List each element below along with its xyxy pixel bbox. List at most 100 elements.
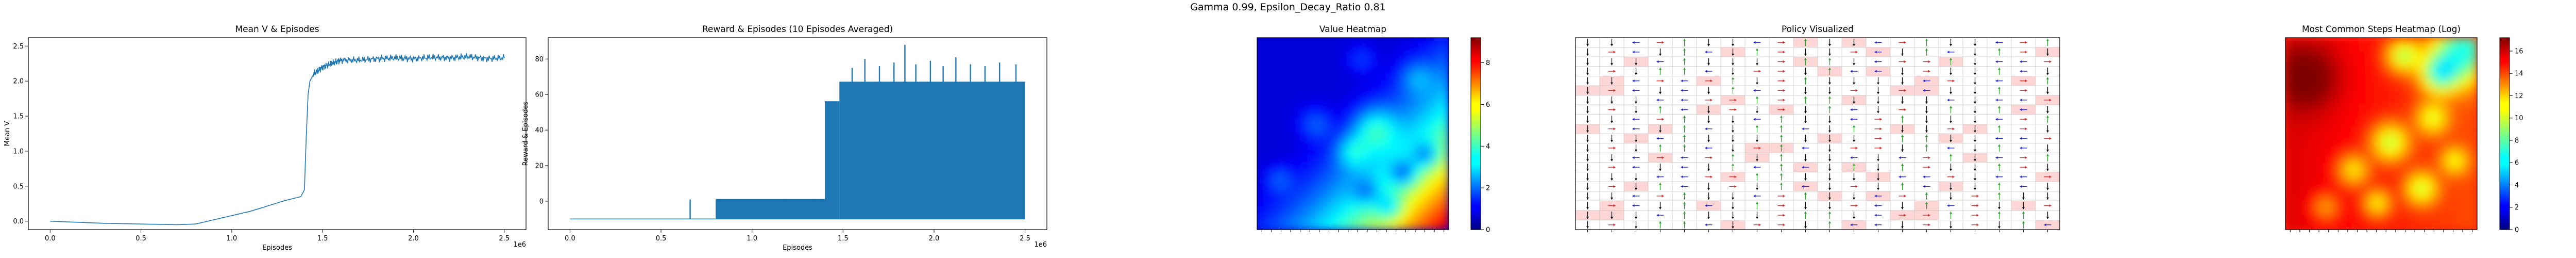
- steps-heatmap-cell: [2344, 221, 2352, 230]
- policy-arrow-head: [1658, 68, 1662, 70]
- policy-arrow-head: [1828, 159, 1832, 162]
- value-heatmap-cell: [1426, 177, 1435, 186]
- policy-arrow-head: [1632, 79, 1635, 83]
- policy-arrow-head: [1925, 48, 1928, 51]
- steps-heatmap-cell: [2307, 221, 2316, 230]
- steps-heatmap-cell: [2432, 170, 2441, 179]
- steps-heatmap-cell: [2336, 89, 2345, 98]
- steps-heatmap-cell: [2359, 59, 2367, 68]
- steps-heatmap-cell: [2432, 89, 2441, 98]
- steps-heatmap-cell: [2336, 96, 2345, 105]
- policy-arrow-head: [1634, 111, 1638, 114]
- value-heatmap-cell: [1293, 118, 1302, 127]
- value-heatmap-cell: [1257, 118, 1265, 127]
- policy-arrow-head: [1707, 44, 1710, 46]
- value-heatmap-cell: [1264, 163, 1273, 171]
- value-heatmap-cell: [1389, 185, 1398, 194]
- steps-heatmap-cell: [2285, 177, 2294, 186]
- steps-heatmap-cell: [2395, 155, 2404, 164]
- policy-arrow-head: [1705, 147, 1707, 150]
- reward-ytick-label: 0: [539, 198, 544, 205]
- value-heatmap-cell: [1382, 103, 1391, 112]
- value-heatmap-cell: [1352, 133, 1361, 142]
- policy-arrow-head: [2025, 51, 2027, 54]
- value-heatmap-cell: [1271, 207, 1280, 216]
- value-heatmap-cell: [1440, 148, 1449, 156]
- policy-arrow-head: [2025, 118, 2027, 121]
- steps-heatmap-cell: [2329, 125, 2338, 134]
- policy-arrow-head: [1852, 125, 1856, 127]
- steps-heatmap-cell: [2454, 118, 2463, 127]
- steps-heatmap-cell: [2388, 125, 2397, 134]
- steps-heatmap-cell: [2344, 125, 2352, 134]
- value-heatmap-cell: [1278, 170, 1287, 179]
- steps-heatmap-cell: [2454, 103, 2463, 112]
- steps-heatmap-cell: [2447, 133, 2456, 142]
- value-heatmap-cell: [1337, 221, 1346, 230]
- policy-arrow-head: [1656, 99, 1659, 102]
- policy-arrow-head: [1802, 185, 1804, 188]
- policy-arrow-head: [1997, 87, 2001, 89]
- steps-heatmap-cell: [2344, 207, 2352, 216]
- reward-bar-spike: [998, 62, 1001, 219]
- reward-ytick-label: 80: [535, 56, 544, 63]
- value-heatmap-cell: [1433, 44, 1442, 53]
- policy-arrow-head: [1632, 41, 1635, 44]
- steps-heatmap-cell: [2432, 111, 2441, 120]
- value-heatmap-cell: [1345, 103, 1353, 112]
- steps-heatmap-cell: [2292, 192, 2301, 201]
- steps-heatmap-cell: [2329, 118, 2338, 127]
- policy-arrow-head: [1662, 79, 1664, 83]
- policy-arrow-head: [2020, 99, 2022, 102]
- value-heatmap-cell: [1396, 74, 1405, 83]
- steps-heatmap-cell: [2447, 185, 2456, 194]
- value-heatmap-cell: [1418, 67, 1428, 75]
- steps-heatmap-cell: [2329, 177, 2338, 186]
- steps-heatmap-cell: [2329, 221, 2338, 230]
- steps-heatmap-cell: [2329, 81, 2338, 90]
- value-heatmap-cell: [1271, 177, 1280, 186]
- value-heatmap-cell: [1308, 89, 1317, 98]
- steps-heatmap-cell: [2432, 185, 2441, 194]
- steps-heatmap-cell: [2402, 125, 2412, 134]
- value-heatmap-cell: [1257, 192, 1265, 201]
- value-heatmap-cell: [1278, 38, 1287, 46]
- policy-arrow-head: [1707, 63, 1710, 66]
- policy-arrow-head: [1783, 41, 1785, 44]
- value-heatmap-cell: [1404, 140, 1413, 149]
- steps-heatmap-cell: [2432, 155, 2441, 164]
- steps-heatmap-cell: [2432, 207, 2441, 216]
- value-heatmap-cell: [1367, 163, 1376, 171]
- steps-heatmap-cell: [2307, 118, 2316, 127]
- value-heatmap-cell: [1360, 214, 1368, 223]
- value-heatmap-cell: [1433, 74, 1442, 83]
- policy-arrow-head: [1662, 41, 1664, 44]
- steps-heatmap-cell: [2321, 170, 2330, 179]
- value-heatmap-cell: [1323, 140, 1332, 149]
- value-heatmap-cell: [1345, 74, 1353, 83]
- policy-arrow-head: [1925, 101, 1928, 104]
- value-heatmap-cell: [1352, 125, 1361, 134]
- value-heatmap-cell: [1426, 52, 1435, 60]
- steps-heatmap-cell: [2329, 38, 2338, 46]
- steps-heatmap-cell: [2381, 67, 2389, 75]
- steps-heatmap-cell: [2321, 118, 2330, 127]
- value-heatmap-cell: [1293, 177, 1302, 186]
- value-heatmap-cell: [1396, 155, 1405, 164]
- steps-heatmap-cell: [2432, 192, 2441, 201]
- value-heatmap-cell: [1257, 81, 1265, 90]
- value-heatmap-cell: [1264, 140, 1273, 149]
- steps-heatmap-cell: [2321, 38, 2330, 46]
- value-heatmap-cell: [1257, 214, 1265, 223]
- policy-arrow-head: [1997, 106, 2001, 108]
- steps-heatmap-cell: [2417, 59, 2426, 68]
- value-heatmap-cell: [1286, 125, 1295, 134]
- policy-arrow-head: [1707, 188, 1710, 190]
- value-heatmap-cell: [1257, 148, 1265, 156]
- steps-heatmap-cell: [2285, 103, 2294, 112]
- steps-heatmap-cell: [2447, 125, 2456, 134]
- steps-heatmap-cell: [2447, 67, 2456, 75]
- value-heatmap-cell: [1360, 140, 1368, 149]
- value-heatmap-cell: [1257, 155, 1265, 164]
- policy-arrow-head: [1658, 106, 1662, 108]
